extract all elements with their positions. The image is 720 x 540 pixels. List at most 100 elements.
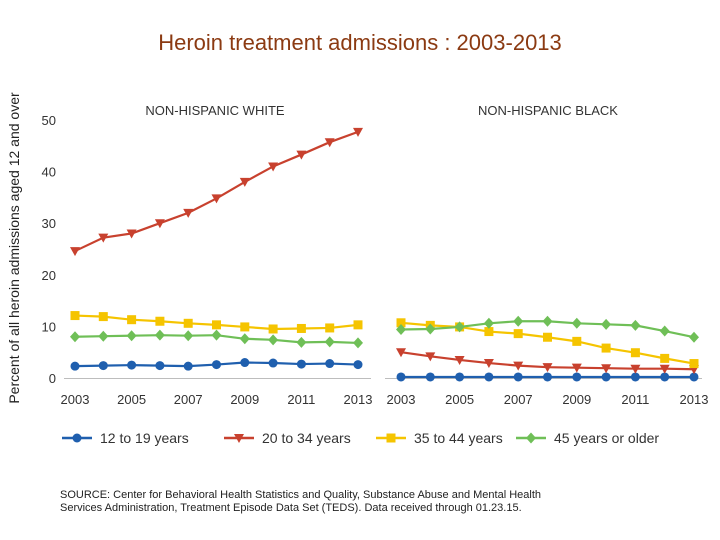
x-tick-label-1-2009: 2009 [562, 392, 591, 407]
data-point-1-35-to-44-years-2006 [484, 327, 494, 337]
data-point-0-20-to-34-years-2009 [239, 177, 250, 187]
data-point-0-12-to-19-years-2008 [212, 360, 221, 370]
legend-label-12-to-19-years: 12 to 19 years [100, 430, 189, 446]
data-point-1-35-to-44-years-2013 [689, 359, 699, 369]
series-line-0-20-to-34-years [74, 130, 359, 253]
y-axis-label: Percent of all heroin admissions aged 12… [6, 92, 22, 404]
data-point-1-20-to-34-years-2006 [483, 359, 494, 369]
legend-marker-35-to-44-years [386, 433, 396, 443]
data-point-1-20-to-34-years-2012 [659, 364, 670, 374]
data-point-1-45-years-or-older-2007 [513, 315, 524, 327]
data-point-0-45-years-or-older-2003 [70, 331, 80, 343]
data-point-1-45-years-or-older-2010 [601, 318, 612, 330]
legend-label-45-years-or-older: 45 years or older [554, 430, 659, 446]
data-point-0-45-years-or-older-2009 [239, 333, 250, 345]
y-tick-label-40: 40 [42, 165, 56, 180]
data-point-1-12-to-19-years-2005 [455, 372, 465, 382]
data-point-0-12-to-19-years-2011 [296, 359, 306, 369]
data-point-0-20-to-34-years-2008 [211, 194, 222, 204]
data-point-0-12-to-19-years-2006 [155, 361, 165, 371]
legend-marker-12-to-19-years [72, 433, 82, 443]
x-tick-label-0-2003: 2003 [61, 392, 90, 407]
data-point-1-35-to-44-years-2012 [660, 353, 670, 363]
y-tick-label-0: 0 [49, 371, 56, 386]
legend-marker-20-to-34-years [234, 434, 244, 443]
data-point-1-35-to-44-years-2007 [513, 329, 523, 339]
data-point-0-20-to-34-years-2007 [183, 208, 194, 218]
x-tick-label-1-2007: 2007 [504, 392, 533, 407]
x-tick-label-0-2013: 2013 [344, 392, 373, 407]
data-point-0-35-to-44-years-2008 [212, 320, 221, 330]
data-point-1-35-to-44-years-2009 [572, 336, 582, 346]
data-point-1-45-years-or-older-2008 [542, 315, 553, 327]
panel-title-0: NON-HISPANIC WHITE [145, 103, 284, 118]
x-tick-label-0-2005: 2005 [117, 392, 146, 407]
data-point-1-12-to-19-years-2012 [660, 372, 670, 382]
data-point-1-12-to-19-years-2003 [396, 372, 406, 382]
data-point-0-45-years-or-older-2011 [296, 336, 307, 348]
data-point-1-35-to-44-years-2010 [601, 343, 611, 353]
data-point-1-45-years-or-older-2012 [659, 325, 670, 337]
data-point-0-12-to-19-years-2007 [183, 361, 193, 371]
x-tick-label-1-2003: 2003 [387, 392, 416, 407]
data-point-0-20-to-34-years-2003 [70, 247, 80, 257]
data-point-0-12-to-19-years-2004 [98, 361, 108, 371]
y-tick-label-50: 50 [42, 113, 56, 128]
data-point-0-20-to-34-years-2013 [353, 127, 363, 137]
data-point-1-45-years-or-older-2005 [454, 321, 465, 333]
data-point-0-45-years-or-older-2008 [211, 329, 222, 341]
data-point-0-20-to-34-years-2004 [98, 233, 109, 243]
data-point-1-12-to-19-years-2007 [513, 372, 523, 382]
data-point-0-45-years-or-older-2013 [353, 337, 363, 349]
legend-marker-45-years-or-older [526, 432, 536, 444]
data-point-1-20-to-34-years-2010 [601, 364, 612, 374]
data-point-0-12-to-19-years-2013 [353, 360, 363, 370]
x-tick-label-0-2009: 2009 [230, 392, 259, 407]
data-point-0-35-to-44-years-2004 [98, 312, 108, 322]
source-note: SOURCE: Center for Behavioral Health Sta… [60, 489, 541, 514]
data-point-0-35-to-44-years-2011 [296, 323, 306, 333]
data-point-1-45-years-or-older-2013 [689, 331, 699, 343]
data-point-0-12-to-19-years-2012 [325, 359, 335, 369]
data-point-0-20-to-34-years-2010 [268, 162, 279, 172]
data-point-1-20-to-34-years-2009 [571, 363, 582, 373]
data-point-0-35-to-44-years-2010 [268, 324, 278, 334]
data-point-1-35-to-44-years-2003 [396, 318, 406, 328]
data-point-0-35-to-44-years-2007 [183, 318, 193, 328]
legend-label-35-to-44-years: 35 to 44 years [414, 430, 503, 446]
data-point-1-20-to-34-years-2011 [630, 364, 641, 374]
data-point-0-12-to-19-years-2005 [127, 360, 137, 370]
y-tick-label-30: 30 [42, 216, 56, 231]
data-point-1-20-to-34-years-2003 [396, 348, 406, 358]
x-tick-label-1-2013: 2013 [680, 392, 709, 407]
data-point-1-12-to-19-years-2009 [572, 372, 582, 382]
y-tick-label-20: 20 [42, 268, 56, 283]
x-tick-label-0-2007: 2007 [174, 392, 203, 407]
data-point-0-45-years-or-older-2012 [324, 336, 335, 348]
data-point-1-35-to-44-years-2008 [543, 332, 552, 342]
data-point-0-20-to-34-years-2011 [296, 150, 307, 160]
data-point-1-12-to-19-years-2013 [689, 372, 699, 382]
data-point-1-12-to-19-years-2011 [630, 372, 640, 382]
data-point-1-12-to-19-years-2010 [601, 372, 611, 382]
data-point-0-45-years-or-older-2005 [126, 330, 137, 342]
data-point-0-35-to-44-years-2006 [155, 316, 165, 326]
y-tick-label-10: 10 [42, 319, 56, 334]
data-point-0-12-to-19-years-2009 [240, 358, 250, 368]
data-point-0-12-to-19-years-2010 [268, 358, 278, 368]
data-point-1-45-years-or-older-2006 [483, 317, 494, 329]
data-point-0-45-years-or-older-2004 [98, 330, 109, 342]
data-point-0-12-to-19-years-2003 [70, 361, 80, 371]
data-point-1-12-to-19-years-2006 [484, 372, 494, 382]
data-point-0-35-to-44-years-2003 [70, 311, 80, 321]
data-point-1-45-years-or-older-2003 [396, 323, 406, 335]
x-tick-label-0-2011: 2011 [287, 392, 315, 407]
panel-title-1: NON-HISPANIC BLACK [478, 103, 618, 118]
data-point-1-20-to-34-years-2008 [542, 363, 553, 373]
page-title: Heroin treatment admissions : 2003-2013 [158, 30, 562, 55]
data-point-1-20-to-34-years-2005 [454, 355, 465, 365]
data-point-0-20-to-34-years-2005 [126, 229, 137, 239]
data-point-1-45-years-or-older-2004 [425, 323, 436, 335]
data-point-1-12-to-19-years-2004 [425, 372, 435, 382]
data-point-1-45-years-or-older-2011 [630, 319, 641, 331]
